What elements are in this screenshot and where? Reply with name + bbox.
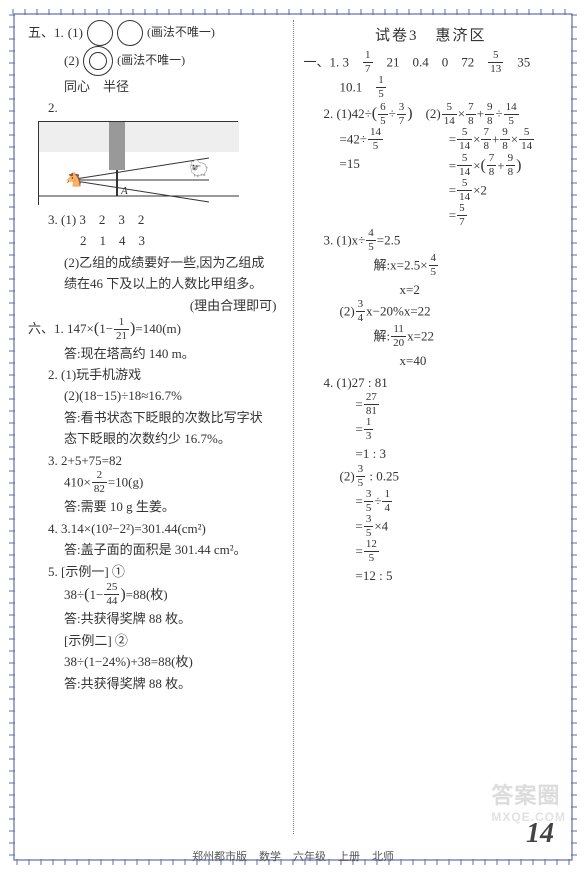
q2R3: =514×2 [449, 179, 558, 204]
sec5-q1-2: (2) (画法不唯一) [28, 46, 283, 76]
r-sec1-row1: 一、1. 3 17 21 0.4 0 72 513 35 [304, 51, 559, 76]
sec6-q3a: 3. 2+5+75=82 [28, 450, 283, 471]
sec5-3c3: (理由合理即可) [28, 295, 283, 316]
diagram-box: A 🐴 🐑 [38, 121, 238, 205]
sec6-q2b: (2)(18−15)÷18≈16.7% [28, 385, 283, 406]
q2R4: =57 [449, 204, 558, 229]
sec6-head: 六、1. [28, 321, 64, 336]
t: 35 [504, 54, 530, 69]
r-q4c: =13 [304, 418, 559, 443]
label-A: A [120, 185, 128, 197]
r-q4g: =35×4 [304, 515, 559, 540]
p2: (2) [64, 50, 79, 71]
column-divider [293, 20, 294, 834]
svg-text:🐴: 🐴 [65, 171, 82, 188]
sec6-q1a: 六、1. 147×(1−121)=140(m) [28, 316, 283, 343]
sec6-q5c: 答:共获得奖牌 88 枚。 [28, 608, 283, 629]
circle-shape [117, 20, 143, 46]
sec6-q5e: 38÷(1−24%)+38=88(枚) [28, 651, 283, 672]
q2R1: =514×78+98×514 [449, 128, 558, 153]
r-q3f: x=40 [304, 350, 559, 371]
r-q2-body: =42÷145 =15 =514×78+98×514 =514×(78+98) … [304, 128, 559, 230]
p1: (1) [68, 22, 83, 43]
paper-title: 试卷3 惠济区 [304, 24, 559, 45]
q2L2: =15 [340, 153, 449, 174]
svg-text:🐑: 🐑 [189, 159, 209, 178]
sec6-q5b: 38÷(1−2544)=88(枚) [28, 582, 283, 609]
q2R2: =514×(78+98) [449, 153, 558, 180]
r-q4f: =35÷14 [304, 490, 559, 515]
sec6-q5a: 5. [示例一] ① [28, 561, 283, 582]
page-content: 五、1. (1) (画法不唯一) (2) (画法不唯一) 同心 半径 2. [28, 20, 558, 834]
sec6-q1b: 答:现在塔高约 140 m。 [28, 343, 283, 364]
sec5-3c2: 绩在46 下及以上的人数比甲组多。 [28, 273, 283, 294]
sec5-3a: 3. (1) 3 2 3 2 [28, 209, 283, 230]
t: 10.1 [340, 79, 376, 94]
r-sec1-row2: 10.1 15 [304, 76, 559, 101]
r-q3a: 3. (1)x÷45=2.5 [304, 229, 559, 254]
footer-a: 郑州都市版 [192, 848, 247, 864]
r-q3d: (2)34x−20%x=22 [304, 300, 559, 325]
r-q3c: x=2 [304, 279, 559, 300]
r-q4e: (2)35 : 0.25 [304, 465, 559, 490]
sec5-3b: 2 1 4 3 [28, 230, 283, 251]
note1: (画法不唯一) [147, 23, 215, 43]
sec6-q4b: 答:盖子面的面积是 301.44 cm²。 [28, 539, 283, 560]
sec5-3c1: (2)乙组的成绩要好一些,因为乙组成 [28, 252, 283, 273]
footer-c: 六年级 [293, 848, 326, 864]
sec6-q4a: 4. 3.14×(10²−2²)=301.44(cm²) [28, 518, 283, 539]
circle-shape [87, 20, 113, 46]
sec6-q2d: 态下眨眼的次数约少 16.7%。 [28, 428, 283, 449]
r-q4i: =12 : 5 [304, 565, 559, 586]
sec5-head: 五、1. [28, 22, 64, 43]
r-q2-head: 2. (1)42÷(65÷37) (2)514×78+98÷145 [304, 101, 559, 128]
footer: 郑州都市版 数学 六年级 上册 北师 [0, 848, 586, 864]
r-q3b: 解:x=2.5×45 [304, 254, 559, 279]
sec6-q3b: 410×282=10(g) [28, 471, 283, 496]
concentric-circles [83, 46, 113, 76]
right-column: 试卷3 惠济区 一、1. 3 17 21 0.4 0 72 513 35 10.… [304, 20, 559, 834]
r-q4d: =1 : 3 [304, 443, 559, 464]
t: 21 0.4 0 72 [374, 54, 488, 69]
q2L1: =42÷145 [340, 128, 449, 153]
r-q4h: =125 [304, 540, 559, 565]
r-q4b: =2781 [304, 393, 559, 418]
sec6-q2c: 答:看书状态下眨眼的次数比写字状 [28, 407, 283, 428]
t: 一、1. 3 [304, 54, 363, 69]
footer-e: 北师 [372, 848, 394, 864]
sec5-extra: 同心 半径 [28, 76, 283, 97]
sec6-q5d: [示例二] ② [28, 630, 283, 651]
sec5-q1-1: 五、1. (1) (画法不唯一) [28, 20, 283, 46]
sec5-q2-head: 2. [28, 97, 283, 118]
sec6-q5f: 答:共获得奖牌 88 枚。 [28, 673, 283, 694]
footer-d: 上册 [338, 848, 360, 864]
page-number: 14 [526, 818, 554, 850]
footer-b: 数学 [259, 848, 281, 864]
sec6-q2a: 2. (1)玩手机游戏 [28, 364, 283, 385]
r-q3e: 解:1120x=22 [304, 325, 559, 350]
r-q4a: 4. (1)27 : 81 [304, 372, 559, 393]
note2: (画法不唯一) [117, 51, 185, 71]
left-column: 五、1. (1) (画法不唯一) (2) (画法不唯一) 同心 半径 2. [28, 20, 283, 834]
sec6-q3c: 答:需要 10 g 生姜。 [28, 496, 283, 517]
